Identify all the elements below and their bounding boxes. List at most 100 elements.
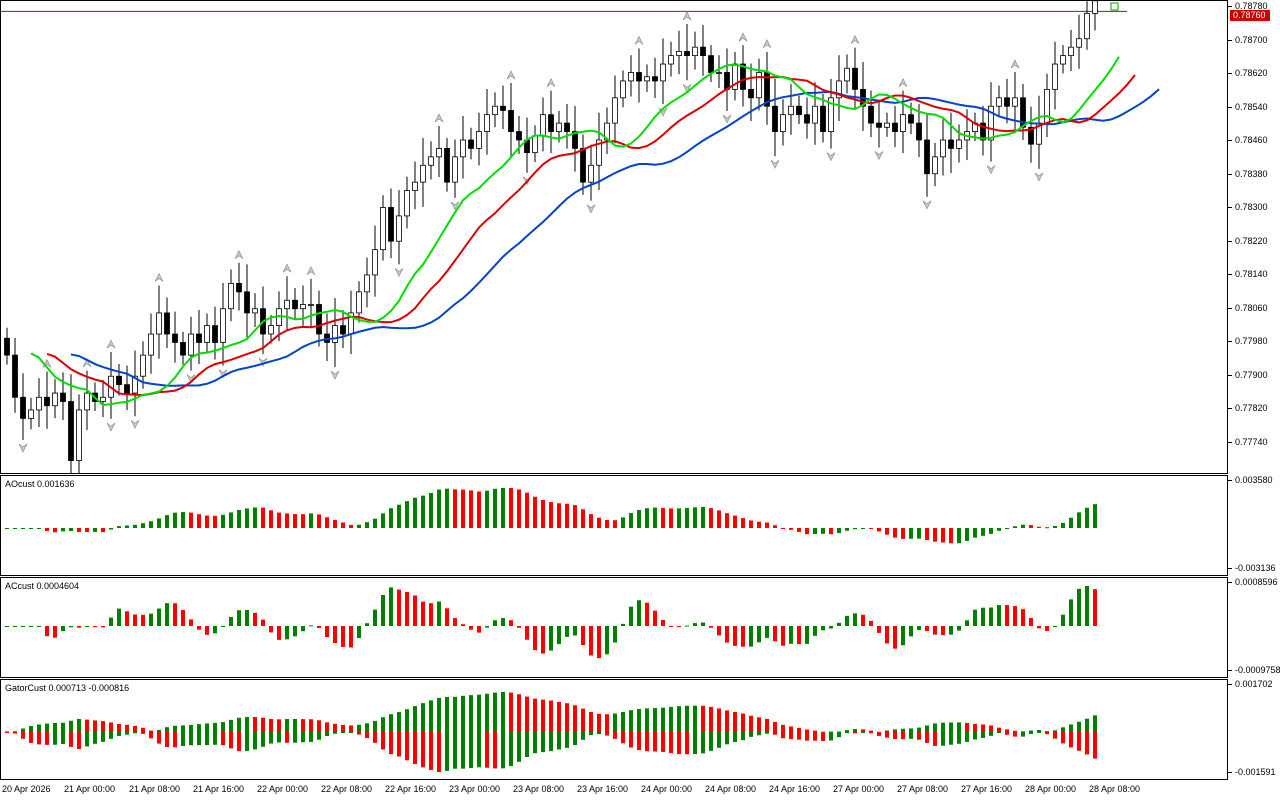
ac-bar: [445, 608, 449, 626]
ac-bar: [157, 608, 161, 626]
ao-bar: [589, 514, 593, 528]
bear-candle: [636, 72, 642, 82]
gator-lower-bar: [557, 732, 561, 750]
ac-bar: [77, 626, 81, 628]
bear-candle: [948, 139, 954, 149]
ac-bar: [93, 626, 97, 628]
ao-bar: [869, 528, 873, 529]
ac-bar: [989, 607, 993, 626]
gator-upper-bar: [861, 729, 865, 732]
ac-bar: [469, 626, 473, 630]
up-fractal-icon: [762, 39, 772, 49]
ao-bar: [733, 515, 737, 528]
price-tick: 0.77820: [1228, 403, 1268, 413]
ac-bar: [293, 626, 297, 637]
gator-upper-bar: [925, 725, 929, 732]
ao-indicator-pane[interactable]: AOcust 0.001636: [0, 475, 1228, 576]
gator-lower-bar: [317, 732, 321, 740]
gator-lower-bar: [501, 732, 505, 769]
gator-lower-bar: [685, 732, 689, 755]
gator-lower-bar: [277, 732, 281, 743]
gator-upper-bar: [261, 717, 265, 732]
gator-upper-bar: [565, 703, 569, 732]
bull-candle: [660, 63, 666, 82]
bull-candle: [1052, 63, 1058, 90]
ao-label: AOcust 0.001636: [5, 479, 75, 489]
ac-bar: [325, 626, 329, 637]
ac-bar: [733, 626, 737, 646]
gator-upper-bar: [653, 708, 657, 732]
ac-bar: [413, 595, 417, 626]
gator-lower-bar: [901, 732, 905, 740]
gator-lower-bar: [29, 732, 33, 743]
ao-bar: [813, 528, 817, 535]
ao-bar: [469, 490, 473, 528]
bull-candle: [436, 148, 442, 158]
gator-lower-bar: [549, 732, 553, 752]
ao-bar: [61, 528, 65, 532]
time-label: 24 Apr 16:00: [769, 784, 821, 794]
ao-bar: [37, 528, 41, 529]
gator-upper-bar: [1069, 724, 1073, 732]
gator-upper-bar: [341, 724, 345, 732]
gator-lower-bar: [1021, 732, 1025, 737]
gator-upper-bar: [853, 729, 857, 732]
gator-lower-bar: [1085, 732, 1089, 755]
ac-bar: [933, 626, 937, 635]
bear-candle: [340, 325, 346, 335]
gator-lower-bar: [309, 732, 313, 742]
gator-axis: 0.001702 -0.001591: [1228, 679, 1280, 780]
ac-tick-max: 0.0008596: [1228, 577, 1278, 587]
ac-bar: [453, 618, 457, 626]
ao-bar: [709, 508, 713, 528]
bull-candle: [1084, 13, 1090, 40]
price-tick: 0.78700: [1228, 34, 1268, 45]
alligator-lips-line: [30, 56, 1120, 407]
ac-bar: [373, 609, 377, 626]
gator-lower-bar: [1029, 732, 1033, 734]
ac-bar: [605, 626, 609, 655]
gator-upper-bar: [949, 722, 953, 732]
gator-upper-bar: [245, 716, 249, 732]
ac-bar: [557, 626, 561, 645]
ao-bar: [1021, 524, 1025, 528]
bear-candle: [916, 122, 922, 141]
gator-upper-bar: [429, 700, 433, 732]
ao-bar: [429, 492, 433, 528]
gator-lower-bar: [53, 732, 57, 745]
gator-histogram: [5, 692, 1097, 772]
ao-bar: [333, 519, 337, 528]
ao-bar: [261, 507, 265, 528]
ao-bar: [165, 515, 169, 528]
ao-bar: [853, 528, 857, 530]
ao-bar: [877, 528, 881, 532]
time-label: 23 Apr 16:00: [577, 784, 629, 794]
ao-bar: [301, 514, 305, 528]
ac-bar: [109, 617, 113, 626]
gator-upper-bar: [293, 718, 297, 732]
gator-lower-bar: [981, 732, 985, 738]
bear-candle: [652, 76, 658, 82]
gator-indicator-pane[interactable]: GatorCust 0.000713 -0.000816: [0, 679, 1228, 780]
ao-bar: [653, 507, 657, 528]
bull-candle: [532, 135, 538, 154]
price-chart-svg[interactable]: [1, 1, 1228, 474]
price-chart-pane[interactable]: [0, 0, 1228, 474]
gator-lower-bar: [133, 732, 137, 734]
ac-indicator-pane[interactable]: ACcust 0.0004604: [0, 577, 1228, 678]
ac-bar: [53, 626, 57, 638]
ao-bar: [821, 528, 825, 534]
gator-lower-bar: [13, 732, 17, 734]
ac-bar: [837, 622, 841, 626]
ao-bar: [173, 512, 177, 528]
ao-bar: [781, 528, 785, 529]
up-fractal-icon: [738, 32, 748, 42]
ao-bar: [157, 518, 161, 528]
gator-upper-bar: [309, 719, 313, 732]
down-fractal-icon: [218, 369, 228, 379]
ac-bar: [533, 626, 537, 651]
gator-lower-bar: [629, 732, 633, 748]
ac-bar: [621, 623, 625, 626]
gator-upper-bar: [37, 724, 41, 732]
ao-bar: [365, 522, 369, 528]
